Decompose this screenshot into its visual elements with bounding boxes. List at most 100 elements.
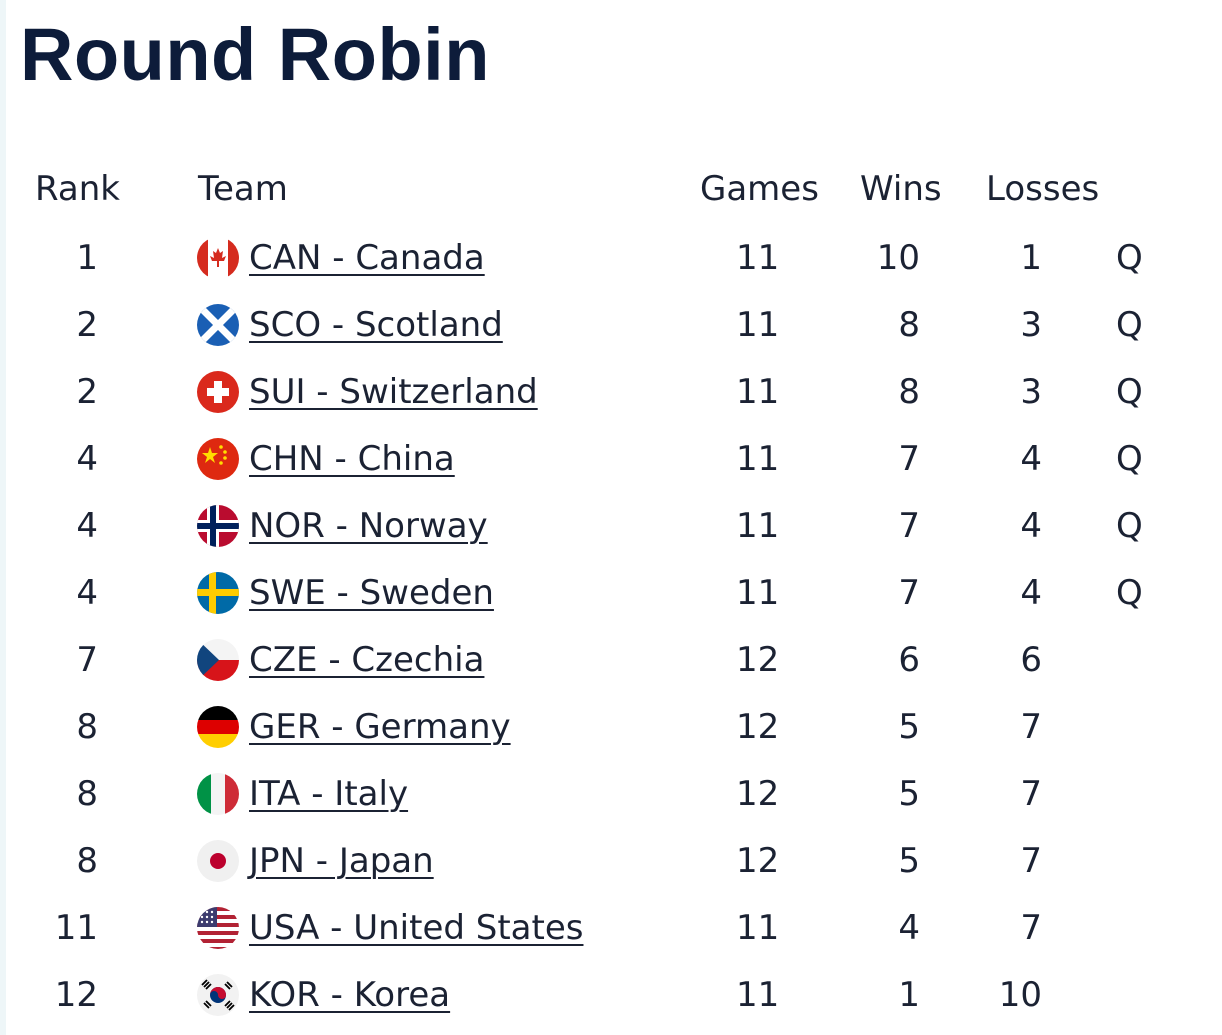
qualified-badge: Q bbox=[1116, 237, 1143, 278]
wins-cell: 10 bbox=[876, 237, 920, 278]
qualified-badge: Q bbox=[1116, 371, 1143, 412]
page-left-edge bbox=[0, 0, 6, 1035]
qualified-badge bbox=[1082, 961, 1180, 1028]
games-cell: 12 bbox=[736, 706, 780, 747]
italy-flag-icon bbox=[197, 772, 239, 815]
team-link[interactable]: SUI - Switzerland bbox=[249, 371, 538, 412]
team-cell: KOR - Korea bbox=[188, 961, 682, 1028]
team-link[interactable]: USA - United States bbox=[249, 907, 584, 948]
czechia-flag-icon bbox=[197, 638, 239, 681]
korea-flag-icon bbox=[197, 973, 239, 1016]
qualified-badge bbox=[1082, 626, 1180, 693]
losses-cell: 7 bbox=[1020, 907, 1042, 948]
header-team: Team bbox=[198, 169, 288, 209]
rank-cell: 2 bbox=[76, 371, 98, 412]
qualified-badge bbox=[1082, 693, 1180, 760]
team-cell: GER - Germany bbox=[188, 693, 682, 760]
wins-cell: 5 bbox=[898, 706, 920, 747]
rank-cell: 4 bbox=[76, 505, 98, 546]
switzerland-flag-icon bbox=[197, 370, 239, 413]
games-cell: 11 bbox=[736, 505, 780, 546]
standings-table: Rank Team Games Wins Losses 1 CAN - Canad… bbox=[0, 154, 1180, 1028]
qualified-badge bbox=[1082, 827, 1180, 894]
games-cell: 11 bbox=[736, 974, 780, 1015]
games-cell: 12 bbox=[736, 639, 780, 680]
header-wins: Wins bbox=[860, 169, 942, 209]
table-row: 2 SUI - Switzerland 11 8 3 Q bbox=[0, 358, 1180, 425]
losses-cell: 4 bbox=[1020, 572, 1042, 613]
wins-cell: 6 bbox=[898, 639, 920, 680]
losses-cell: 4 bbox=[1020, 438, 1042, 479]
scotland-flag-icon bbox=[197, 303, 239, 346]
table-row: 12 KOR - Korea 11 1 10 bbox=[0, 961, 1180, 1028]
wins-cell: 8 bbox=[898, 371, 920, 412]
team-cell: CHN - China bbox=[188, 425, 682, 492]
wins-cell: 1 bbox=[898, 974, 920, 1015]
canada-flag-icon bbox=[197, 236, 239, 279]
wins-cell: 5 bbox=[898, 840, 920, 881]
table-row: 8 ITA - Italy 12 5 7 bbox=[0, 760, 1180, 827]
team-cell: SCO - Scotland bbox=[188, 291, 682, 358]
rank-cell: 4 bbox=[76, 438, 98, 479]
games-cell: 11 bbox=[736, 907, 780, 948]
losses-cell: 7 bbox=[1020, 773, 1042, 814]
team-cell: SUI - Switzerland bbox=[188, 358, 682, 425]
japan-flag-icon bbox=[197, 839, 239, 882]
qualified-badge: Q bbox=[1116, 304, 1143, 345]
wins-cell: 7 bbox=[898, 438, 920, 479]
team-cell: ITA - Italy bbox=[188, 760, 682, 827]
team-link[interactable]: CZE - Czechia bbox=[249, 639, 485, 680]
team-cell: SWE - Sweden bbox=[188, 559, 682, 626]
qualified-badge bbox=[1082, 760, 1180, 827]
team-cell: USA - United States bbox=[188, 894, 682, 961]
qualified-badge: Q bbox=[1116, 505, 1143, 546]
header-games: Games bbox=[700, 169, 819, 209]
losses-cell: 7 bbox=[1020, 840, 1042, 881]
rank-cell: 2 bbox=[76, 304, 98, 345]
table-row: 7 CZE - Czechia 12 6 6 bbox=[0, 626, 1180, 693]
table-row: 8 GER - Germany 12 5 7 bbox=[0, 693, 1180, 760]
table-row: 4 NOR - Norway 11 7 4 Q bbox=[0, 492, 1180, 559]
rank-cell: 12 bbox=[54, 974, 98, 1015]
losses-cell: 3 bbox=[1020, 371, 1042, 412]
games-cell: 11 bbox=[736, 371, 780, 412]
page-title: Round Robin bbox=[20, 13, 490, 96]
rank-cell: 4 bbox=[76, 572, 98, 613]
team-link[interactable]: KOR - Korea bbox=[249, 974, 451, 1015]
qualified-badge bbox=[1082, 894, 1180, 961]
qualified-badge: Q bbox=[1116, 572, 1143, 613]
team-link[interactable]: GER - Germany bbox=[249, 706, 511, 747]
team-link[interactable]: CHN - China bbox=[249, 438, 455, 479]
games-cell: 11 bbox=[736, 237, 780, 278]
losses-cell: 3 bbox=[1020, 304, 1042, 345]
table-row: 11 USA - United States 11 4 7 bbox=[0, 894, 1180, 961]
rank-cell: 11 bbox=[54, 907, 98, 948]
usa-flag-icon bbox=[197, 906, 239, 949]
team-cell: NOR - Norway bbox=[188, 492, 682, 559]
team-link[interactable]: JPN - Japan bbox=[249, 840, 434, 881]
team-link[interactable]: SWE - Sweden bbox=[249, 572, 494, 613]
rank-cell: 8 bbox=[76, 706, 98, 747]
games-cell: 12 bbox=[736, 773, 780, 814]
table-row: 8 JPN - Japan 12 5 7 bbox=[0, 827, 1180, 894]
wins-cell: 4 bbox=[898, 907, 920, 948]
losses-cell: 6 bbox=[1020, 639, 1042, 680]
rank-cell: 1 bbox=[76, 237, 98, 278]
team-cell: JPN - Japan bbox=[188, 827, 682, 894]
header-row: Rank Team Games Wins Losses bbox=[0, 154, 1180, 224]
rank-cell: 7 bbox=[76, 639, 98, 680]
header-rank: Rank bbox=[35, 169, 120, 209]
wins-cell: 7 bbox=[898, 572, 920, 613]
team-link[interactable]: ITA - Italy bbox=[249, 773, 409, 814]
losses-cell: 7 bbox=[1020, 706, 1042, 747]
wins-cell: 7 bbox=[898, 505, 920, 546]
games-cell: 12 bbox=[736, 840, 780, 881]
games-cell: 11 bbox=[736, 438, 780, 479]
sweden-flag-icon bbox=[197, 571, 239, 614]
team-link[interactable]: CAN - Canada bbox=[249, 237, 485, 278]
team-link[interactable]: SCO - Scotland bbox=[249, 304, 503, 345]
wins-cell: 8 bbox=[898, 304, 920, 345]
team-cell: CZE - Czechia bbox=[188, 626, 682, 693]
team-link[interactable]: NOR - Norway bbox=[249, 505, 488, 546]
rank-cell: 8 bbox=[76, 773, 98, 814]
